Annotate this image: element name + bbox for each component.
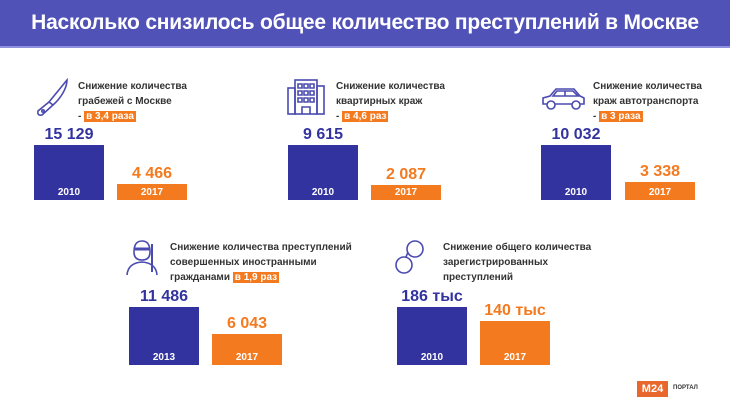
handcuffs-icon — [395, 238, 425, 281]
year-label: 2017 — [235, 351, 259, 363]
description-line: - — [593, 111, 600, 122]
description-line: краж автотранспорта — [593, 96, 699, 107]
value-label: 186 тыс — [401, 288, 463, 305]
bar-2010: 2010 — [288, 145, 358, 200]
description-line: Снижение общего количества — [443, 242, 592, 253]
description-line: Снижение количества — [593, 81, 702, 92]
year-label: 2013 — [152, 352, 176, 363]
masked-person-icon — [124, 238, 160, 281]
bar-2010: 2010 — [34, 145, 104, 200]
value-label: 140 тыс — [484, 302, 546, 320]
page-title: Насколько снизилось общее количество пре… — [31, 11, 699, 34]
chart-description: Снижение количества краж автотранспорта - … — [593, 79, 702, 124]
description-line: Снижение количества — [336, 81, 445, 92]
description-line: Снижение количества преступлений — [170, 242, 352, 253]
reduction-badge: в 4,6 раз — [342, 111, 389, 122]
description-line: грабежей с Москве — [78, 96, 172, 107]
value-label: 2 087 — [385, 166, 427, 183]
bar-2010: 2010 — [541, 145, 611, 200]
year-label: 2010 — [311, 187, 335, 198]
chart-description: Снижение общего количества зарегистрирова… — [443, 240, 591, 285]
year-label: 2010 — [420, 352, 444, 363]
reduction-badge: в 3 раза — [599, 111, 643, 122]
value-label: 9 615 — [302, 126, 344, 143]
value-label: 15 129 — [44, 126, 94, 143]
knife-icon — [35, 77, 69, 123]
building-icon — [286, 78, 326, 121]
description-line: гражданами — [170, 272, 233, 283]
logo-suffix: ПОРТАЛ — [673, 385, 698, 391]
description-line: преступлений — [443, 272, 514, 283]
description-line: зарегистрированных — [443, 257, 549, 268]
bar-2017: 2017 — [212, 334, 282, 365]
year-label: 2017 — [503, 351, 527, 363]
header-banner: Насколько снизилось общее количество пре… — [0, 0, 730, 48]
year-label: 2017 — [394, 187, 418, 198]
bar-2017: 2017 — [625, 181, 695, 200]
description-line: Снижение количества — [78, 81, 187, 92]
year-label: 2017 — [648, 186, 672, 198]
bar-2017: 2017 — [117, 183, 187, 200]
year-label: 2010 — [564, 187, 588, 198]
car-icon — [540, 86, 586, 117]
description-line: - — [78, 111, 85, 122]
reduction-badge: в 3,4 раза — [84, 111, 136, 122]
reduction-badge: в 1,9 раз — [232, 272, 280, 283]
value-label: 3 338 — [639, 162, 681, 180]
bar-2017: 2017 — [480, 321, 550, 365]
description-line: - — [336, 111, 343, 122]
chart-description: Снижение количества грабежей с Москве - в … — [78, 79, 187, 124]
bar-2010: 2010 — [397, 307, 467, 365]
value-label: 4 466 — [131, 164, 173, 182]
chart-description: Снижение количества преступлений совершен… — [170, 240, 352, 285]
year-label: 2017 — [140, 186, 164, 198]
value-label: 10 032 — [551, 126, 601, 143]
year-label: 2010 — [57, 187, 81, 198]
description-line: совершенных иностранными — [170, 257, 317, 268]
value-label: 6 043 — [226, 315, 268, 333]
description-line: квартирных краж — [336, 96, 423, 107]
bar-2017: 2017 — [371, 185, 441, 200]
bar-2013: 2013 — [129, 307, 199, 365]
value-label: 11 486 — [139, 288, 189, 305]
chart-description: Снижение количества квартирных краж - в 4,… — [336, 79, 445, 124]
m24-logo: M24 — [637, 381, 668, 397]
